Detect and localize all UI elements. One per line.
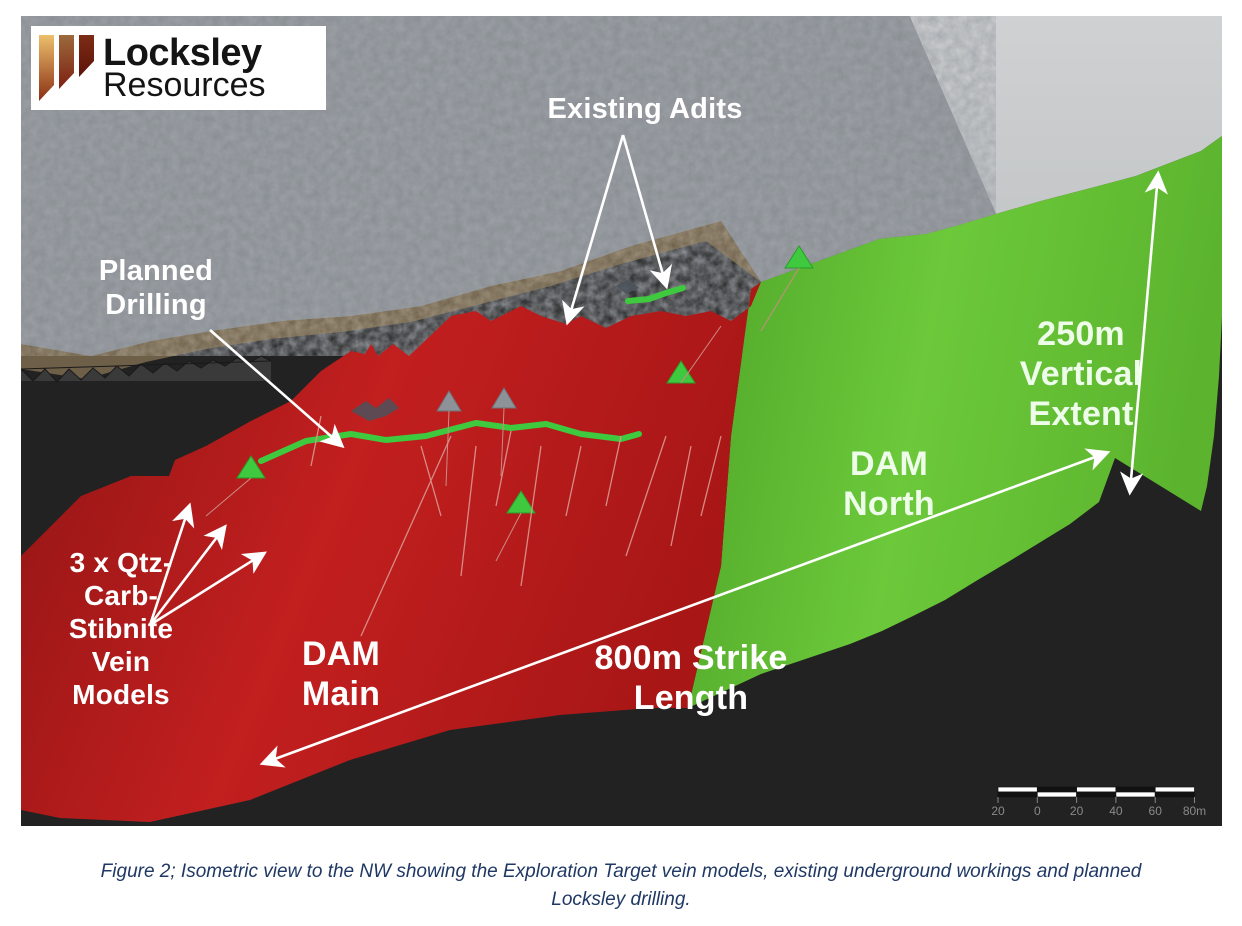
svg-text:20: 20 [1070, 804, 1084, 818]
svg-text:40: 40 [1109, 804, 1123, 818]
svg-text:0: 0 [1034, 804, 1041, 818]
svg-text:20: 20 [991, 804, 1005, 818]
svg-text:60: 60 [1149, 804, 1163, 818]
svg-text:80m: 80m [1183, 804, 1206, 818]
